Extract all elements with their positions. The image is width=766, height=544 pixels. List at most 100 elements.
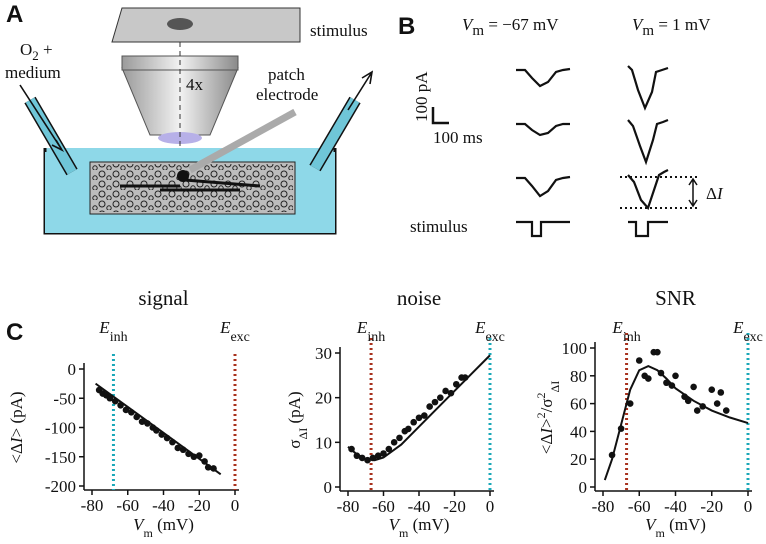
neuron xyxy=(120,178,261,192)
sub: exc xyxy=(743,330,762,345)
scale-y: 100 pA xyxy=(412,71,431,122)
point xyxy=(654,348,661,356)
label-part: I xyxy=(7,436,26,444)
o2-sub: 2 xyxy=(32,48,39,63)
y-tick-label: 0 xyxy=(68,360,77,379)
point xyxy=(169,438,176,446)
value: = 1 mV xyxy=(654,15,711,34)
point xyxy=(426,403,433,410)
x-axis-label: Vm (mV) xyxy=(389,515,450,540)
sub: m xyxy=(642,23,654,39)
electrode-label: electrode xyxy=(256,85,318,104)
panel-label: B xyxy=(398,13,415,40)
point xyxy=(663,379,670,387)
point xyxy=(374,452,382,460)
flow-arrows xyxy=(19,70,374,152)
label-part: <Δ xyxy=(537,434,556,455)
chart-title: signal xyxy=(138,286,188,310)
point xyxy=(190,453,198,461)
panel-label: C xyxy=(6,319,23,346)
point xyxy=(461,374,469,381)
y-tick-label: 0 xyxy=(324,478,333,497)
point xyxy=(617,425,625,432)
point xyxy=(106,394,114,402)
point xyxy=(410,418,417,426)
x-axis-label: Vm (mV) xyxy=(645,515,706,540)
fit-line xyxy=(603,364,749,481)
condition: Vm = 1 mV xyxy=(632,15,711,39)
x-tick-label: -20 xyxy=(443,497,466,516)
scale-x: 100 ms xyxy=(433,128,483,147)
label-part: 2 xyxy=(534,412,548,418)
point xyxy=(708,386,716,394)
stimulus-spot xyxy=(167,18,193,30)
symbol: E xyxy=(356,318,368,337)
point xyxy=(690,383,697,391)
reversal-label: Einh xyxy=(98,318,127,345)
point xyxy=(415,414,423,422)
x-tick-label: -80 xyxy=(81,496,104,515)
y-tick-label: -100 xyxy=(45,419,76,438)
point xyxy=(117,401,124,409)
x-tick-label: -40 xyxy=(664,497,687,516)
y-tick-label: 40 xyxy=(570,422,587,441)
label-part: > (pA) xyxy=(7,391,26,437)
x-tick-label: -80 xyxy=(337,497,360,516)
chart-title: noise xyxy=(397,286,441,310)
panel-a: A stimulus 4x patch electrode O2 + mediu… xyxy=(5,1,374,235)
label-part: I xyxy=(537,427,556,435)
reversal-label: Einh xyxy=(356,318,385,345)
point xyxy=(174,444,182,452)
plus: + xyxy=(39,40,53,59)
y-tick-label: -200 xyxy=(45,477,76,496)
stimulus-label: stimulus xyxy=(410,217,468,236)
objective-label: 4x xyxy=(186,75,204,94)
point xyxy=(111,397,119,405)
soma xyxy=(177,170,189,182)
y-axis-label: <ΔI> (pA) xyxy=(7,391,26,463)
label-part: 2 xyxy=(534,393,548,399)
point xyxy=(657,369,665,377)
reversal-label: Eexc xyxy=(732,318,763,345)
point xyxy=(185,450,192,458)
value: = −67 mV xyxy=(484,15,559,34)
symbol: V xyxy=(632,15,645,34)
label-part: (mV) xyxy=(153,515,194,534)
point xyxy=(163,434,171,442)
label-part: ΔI xyxy=(296,428,310,440)
stimulus-screen xyxy=(111,7,301,43)
point xyxy=(179,446,187,454)
fit-line xyxy=(347,354,491,462)
y-tick-label: 30 xyxy=(315,344,332,363)
symbol: E xyxy=(474,318,486,337)
point xyxy=(396,434,403,442)
sub: exc xyxy=(230,330,249,345)
label-part: (mV) xyxy=(408,515,449,534)
y-axis-label: σΔI (pA) xyxy=(285,391,310,448)
sub: inh xyxy=(367,330,385,345)
point xyxy=(608,451,616,459)
label-part: V xyxy=(133,515,146,534)
sub: inh xyxy=(623,330,641,345)
point xyxy=(684,397,692,405)
point xyxy=(144,420,151,427)
panel-label: A xyxy=(6,1,23,28)
point xyxy=(128,408,135,416)
medium-label: medium xyxy=(5,63,61,82)
x-tick-label: -60 xyxy=(372,497,395,516)
point xyxy=(133,413,140,421)
point xyxy=(405,425,412,433)
point xyxy=(699,403,706,410)
o2: O xyxy=(20,40,32,59)
y-tick-label: -150 xyxy=(45,448,76,467)
label-part: > xyxy=(537,418,556,428)
label-part: (pA) xyxy=(285,391,304,427)
label-part: (mV) xyxy=(665,515,706,534)
point xyxy=(358,454,366,462)
x-tick-label: -20 xyxy=(188,496,211,515)
outflow-tube-fill xyxy=(310,97,360,171)
point xyxy=(195,452,203,459)
point xyxy=(645,375,652,382)
reversal-label: Eexc xyxy=(474,318,505,345)
